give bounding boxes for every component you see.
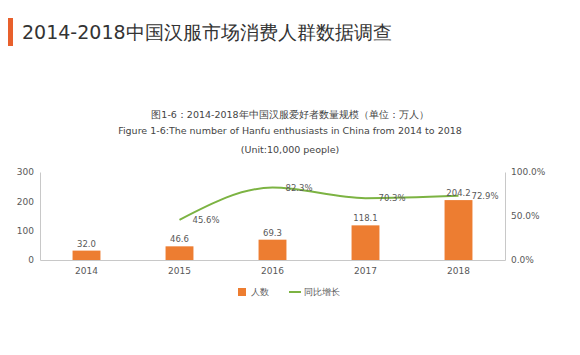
tick: 2016 (261, 260, 284, 276)
data-label: 72.9% (472, 191, 499, 201)
tick-label: 100 (17, 226, 34, 236)
subtitle: Figure 1-6:The number of Hanfu enthusias… (118, 125, 462, 136)
plot-area (73, 188, 473, 260)
tick-label: 0 (28, 255, 34, 265)
tick: 0.0% (505, 255, 534, 265)
x-axis: 2014 2015 2016 2017 2018 (41, 260, 506, 276)
tick-label: 2015 (168, 266, 191, 276)
bar (445, 200, 473, 260)
tick-label: 100.0% (511, 167, 546, 177)
data-label: 32.0 (77, 239, 96, 249)
tick: 100 (17, 226, 40, 236)
data-label: 82.3% (286, 183, 313, 193)
legend-symbol (289, 291, 301, 293)
tick: 100.0% (505, 167, 546, 177)
bar (352, 225, 380, 260)
data-label: 118.1 (353, 213, 377, 223)
tick: 2018 (447, 260, 470, 276)
header-bar (8, 18, 13, 46)
legend-symbol (238, 288, 246, 296)
tick-label: 50.0% (511, 211, 540, 221)
tick: 0 (28, 255, 40, 265)
tick-label: 2018 (447, 266, 470, 276)
tick: 50.0% (505, 211, 540, 221)
tick-label: 300 (17, 167, 34, 177)
tick: 2015 (168, 260, 191, 276)
legend-item: 人数 (238, 287, 269, 297)
tick: 2017 (354, 260, 377, 276)
legend-label: 人数 (251, 287, 269, 297)
axis-line (40, 173, 41, 261)
tick: 2014 (75, 260, 98, 276)
data-label: 69.3 (263, 228, 282, 238)
tick-label: 0.0% (511, 255, 534, 265)
tick-label: 2014 (75, 266, 98, 276)
legend-label: 同比增长 (304, 287, 340, 297)
y-axis: 0 100 200 300 (17, 167, 41, 265)
axis-line (505, 173, 506, 261)
tick: 300 (17, 167, 40, 177)
y2-axis: 0.0% 50.0% 100.0% (505, 167, 546, 265)
line (180, 188, 459, 220)
tick-label: 2016 (261, 266, 284, 276)
bar (166, 246, 194, 260)
data-label: 204.2 (446, 188, 470, 198)
subtitle: (Unit:10,000 people) (241, 144, 339, 155)
bar (73, 251, 101, 260)
axis-line (41, 260, 506, 261)
bar (259, 240, 287, 260)
legend: 人数 同比增长 (238, 287, 340, 297)
data-label: 46.6 (170, 234, 189, 244)
data-labels: 32.0 46.6 69.3 118.1 204.2 45.6% 82.3% 70.3% 72.… (77, 183, 498, 249)
tick-label: 2017 (354, 266, 377, 276)
legend-item: 同比增长 (289, 287, 340, 297)
header-title: 2014-2018中国汉服市场消费人群数据调查 (22, 21, 392, 43)
subtitle: 图1-6：2014-2018年中国汉服爱好者数量规模（单位：万人） (151, 109, 428, 120)
data-label: 70.3% (379, 193, 406, 203)
tick: 200 (17, 197, 40, 207)
tick-label: 200 (17, 197, 34, 207)
data-label: 45.6% (193, 215, 220, 225)
